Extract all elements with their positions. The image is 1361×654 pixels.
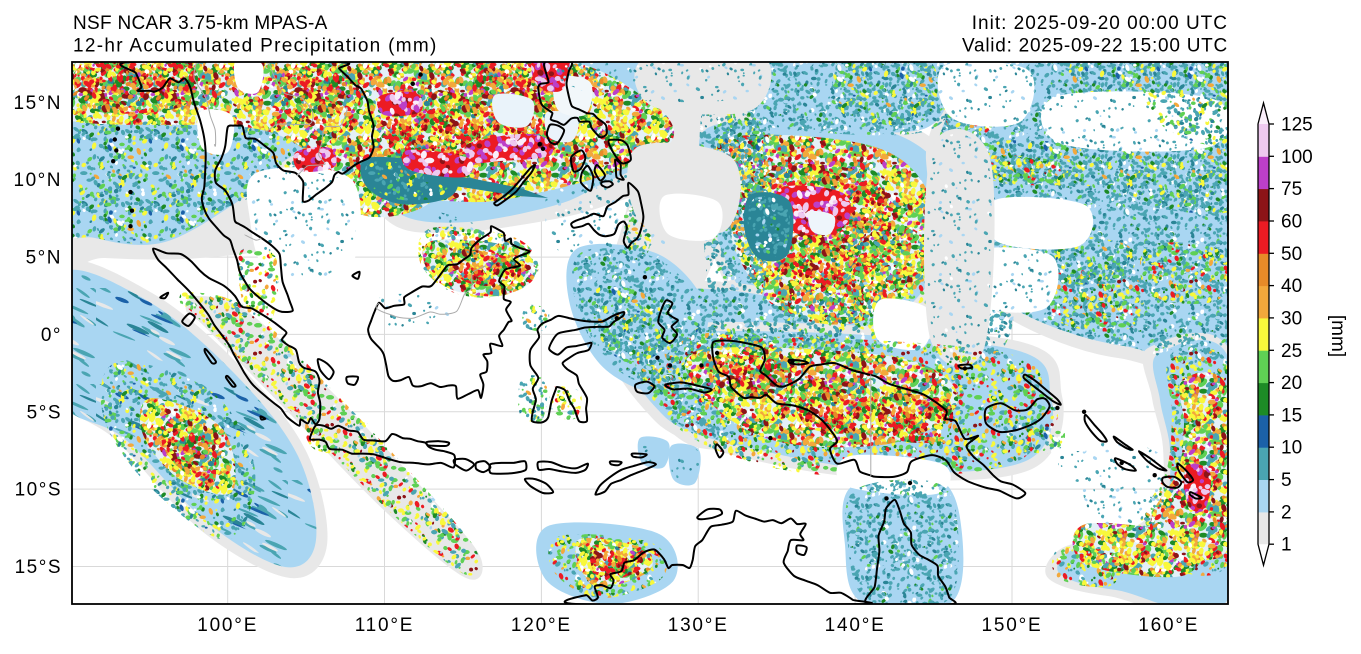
svg-text:10: 10	[1281, 438, 1302, 459]
svg-text:100°E: 100°E	[197, 615, 258, 636]
svg-text:10°S: 10°S	[15, 480, 62, 501]
svg-text:30: 30	[1281, 308, 1302, 329]
svg-text:160°E: 160°E	[1138, 615, 1199, 636]
svg-text:140°E: 140°E	[825, 615, 886, 636]
svg-text:Valid: 2025-09-22 15:00 UTC: Valid: 2025-09-22 15:00 UTC	[962, 36, 1228, 57]
svg-text:1: 1	[1281, 535, 1292, 556]
svg-text:100: 100	[1281, 147, 1313, 168]
svg-text:Init: 2025-09-20 00:00 UTC: Init: 2025-09-20 00:00 UTC	[972, 13, 1228, 34]
svg-text:75: 75	[1281, 179, 1302, 200]
svg-text:125: 125	[1281, 115, 1313, 136]
svg-text:110°E: 110°E	[355, 615, 415, 636]
svg-text:150°E: 150°E	[982, 615, 1043, 636]
svg-text:15°S: 15°S	[15, 557, 62, 578]
svg-text:60: 60	[1281, 212, 1302, 233]
svg-text:NSF NCAR 3.75-km MPAS-A: NSF NCAR 3.75-km MPAS-A	[73, 13, 328, 34]
svg-text:120°E: 120°E	[511, 615, 572, 636]
svg-text:25: 25	[1281, 341, 1302, 362]
svg-text:15: 15	[1281, 405, 1302, 426]
svg-text:5: 5	[1281, 470, 1292, 491]
svg-text:40: 40	[1281, 276, 1302, 297]
svg-text:0°: 0°	[41, 325, 62, 346]
svg-text:10°N: 10°N	[14, 170, 62, 191]
svg-text:5°S: 5°S	[27, 402, 62, 423]
svg-text:2: 2	[1281, 502, 1292, 523]
svg-text:50: 50	[1281, 244, 1302, 265]
svg-text:20: 20	[1281, 373, 1302, 394]
svg-text:15°N: 15°N	[14, 93, 62, 114]
svg-text:12-hr Accumulated Precipitatio: 12-hr Accumulated Precipitation (mm)	[73, 36, 438, 57]
svg-text:[mm]: [mm]	[1327, 315, 1348, 357]
svg-text:130°E: 130°E	[668, 615, 729, 636]
svg-text:5°N: 5°N	[26, 248, 62, 269]
